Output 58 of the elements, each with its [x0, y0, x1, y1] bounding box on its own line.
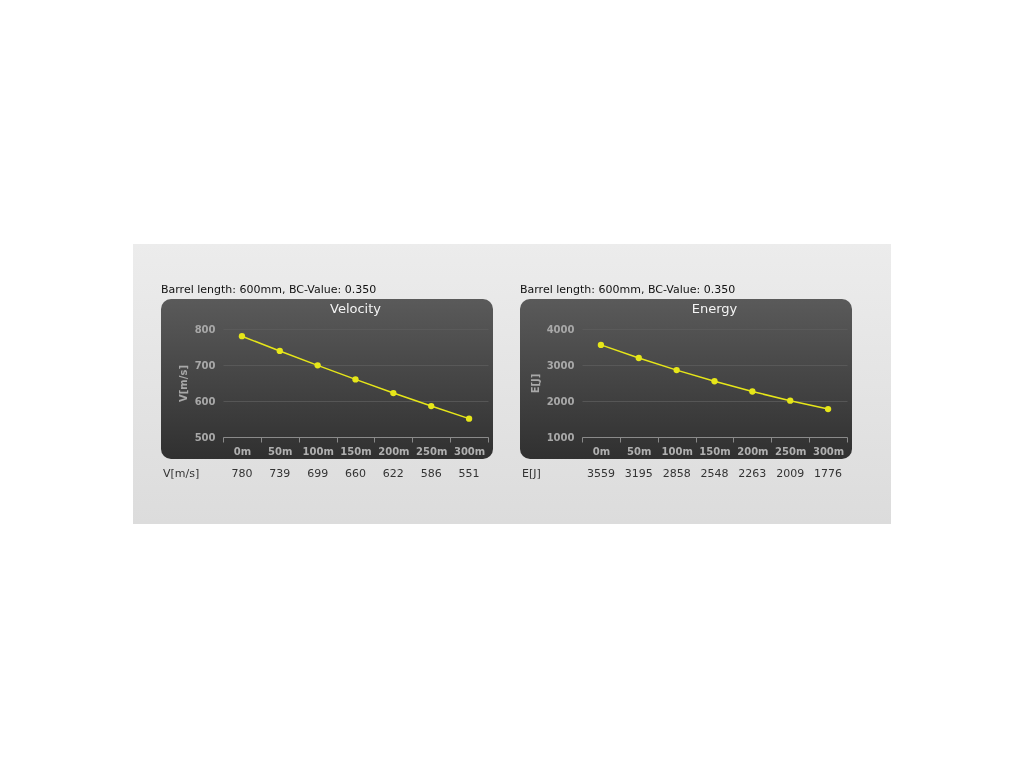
chart-title: Energy [691, 301, 738, 316]
y-tick-label: 1000 [546, 431, 575, 443]
point [635, 354, 642, 362]
point [824, 405, 832, 413]
x-tick-label: 200m [737, 445, 769, 457]
text: E[J] [522, 467, 541, 480]
x-tick-label: 50m [627, 445, 652, 457]
x-tick-label: 50m [268, 445, 293, 457]
y-tick-label: 2000 [546, 395, 575, 407]
y-axis-title: E[J] [529, 373, 541, 394]
x-tick-label: 150m [699, 445, 731, 457]
x-tick-label: 150m [340, 445, 372, 457]
x-tick-label: 0m [592, 445, 611, 457]
y-tick-label: 3000 [546, 359, 575, 371]
point [465, 415, 473, 422]
data-label: 739 [269, 467, 291, 480]
point [787, 397, 794, 404]
data-label: 622 [382, 467, 404, 480]
point [390, 389, 397, 397]
data-label: 1776 [814, 467, 843, 480]
point [352, 376, 359, 383]
text: V[m/s] [163, 467, 200, 480]
y-tick-label: 4000 [546, 323, 575, 335]
data-label: 660 [345, 467, 366, 480]
point [749, 388, 756, 395]
point [238, 333, 246, 340]
x-tick-label: 200m [378, 445, 410, 457]
point [711, 378, 718, 385]
data-label: 3559 [586, 467, 615, 480]
data-label: 2263 [738, 467, 767, 480]
x-tick-label: 300m [453, 445, 486, 457]
data-label: 780 [231, 467, 253, 480]
x-tick-label: 250m [416, 445, 448, 457]
data-label: 2858 [662, 467, 691, 480]
x-tick-label: 250m [775, 445, 807, 457]
y-tick-label: 500 [194, 431, 216, 443]
chart-subtitle: Barrel length: 600mm, BC-Value: 0.350 [520, 282, 737, 298]
x-tick-label: 0m [233, 445, 252, 457]
x-tick-label: 300m [812, 445, 845, 457]
chart-title: Velocity [330, 301, 382, 316]
point [597, 341, 605, 349]
x-tick-label: 100m [661, 445, 693, 457]
point [276, 347, 283, 355]
data-label: 2548 [700, 467, 729, 480]
point [673, 366, 680, 374]
x-tick-label: 100m [302, 445, 334, 457]
y-tick-label: 700 [194, 359, 216, 371]
y-axis-title: V[m/s] [177, 365, 189, 402]
point [314, 362, 321, 369]
chart-subtitle: Barrel length: 600mm, BC-Value: 0.350 [161, 282, 378, 298]
y-tick-label: 800 [194, 323, 216, 335]
data-label: 3195 [624, 467, 653, 480]
data-label: 551 [458, 467, 480, 480]
data-label: 586 [420, 467, 442, 480]
data-label: 2009 [776, 467, 805, 480]
point [428, 402, 435, 410]
y-tick-label: 600 [194, 395, 216, 407]
data-label: 699 [307, 467, 329, 480]
